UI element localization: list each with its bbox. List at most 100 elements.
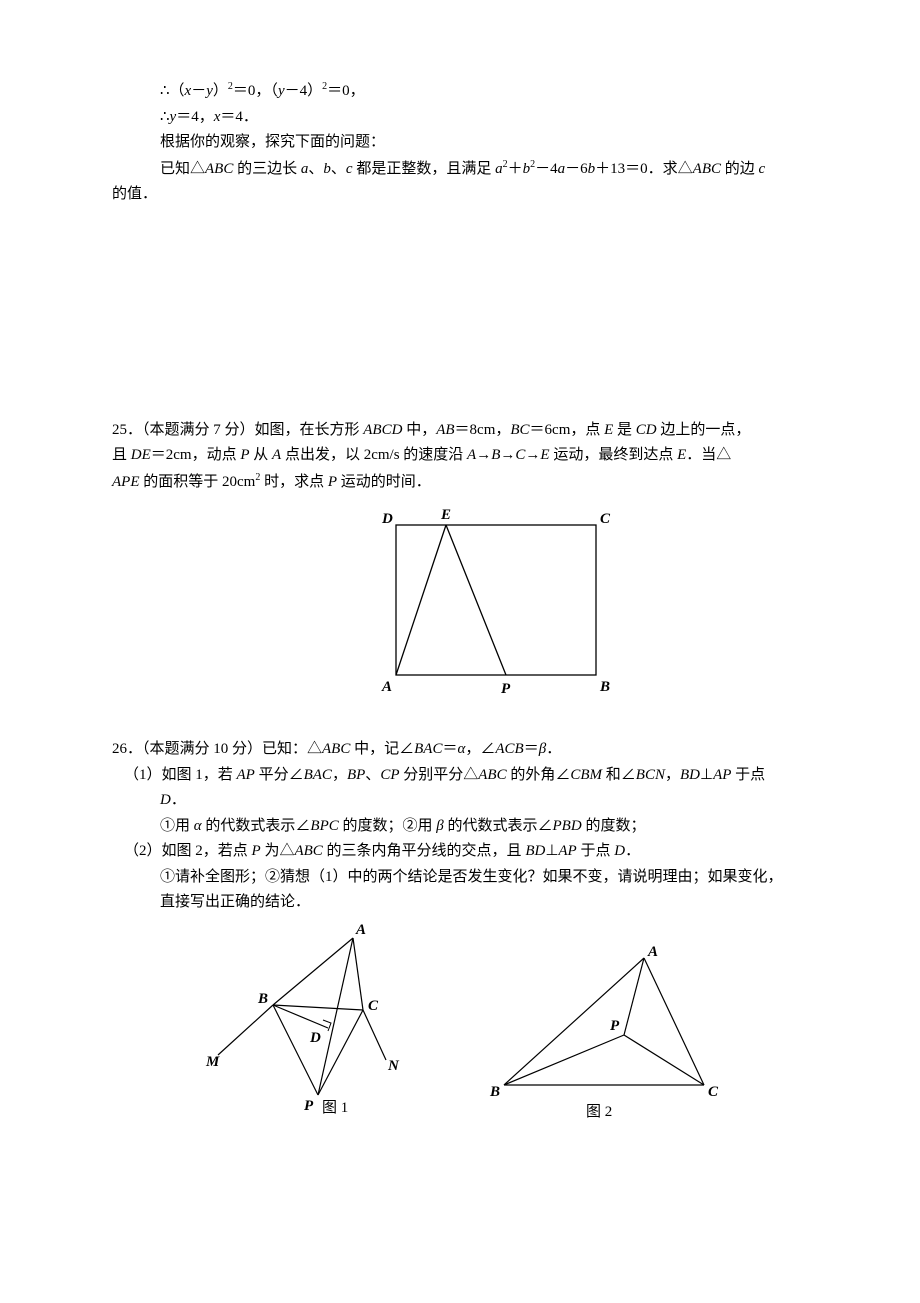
t: P	[252, 843, 261, 859]
lbl-A1: A	[355, 922, 366, 938]
t: ABCD	[363, 422, 402, 438]
t: 和∠	[602, 767, 636, 783]
t: －4	[535, 161, 558, 177]
t: B	[491, 447, 500, 463]
t: E	[677, 447, 686, 463]
spacer	[112, 719, 820, 737]
q26-p1: （1）如图 1，若 AP 平分∠BAC，BP、CP 分别平分△ABC 的外角∠C…	[112, 763, 820, 789]
t: ＝4，	[176, 109, 214, 125]
t: a	[558, 161, 566, 177]
spacer	[112, 208, 820, 418]
q26-fig1-svg: A B C D M N P 图 1	[198, 920, 438, 1120]
t: （2）如图 2，若点	[124, 843, 252, 859]
t: BC	[510, 422, 529, 438]
t: ．	[625, 843, 640, 859]
q26-fig2-svg: A B C P 图 2	[474, 940, 734, 1120]
t: CP	[380, 767, 399, 783]
question-25: 25．（本题满分 7 分）如图，在长方形 ABCD 中，AB＝8cm，BC＝6c…	[112, 418, 820, 702]
q26-line1: 26．（本题满分 10 分）已知：△ABC 中，记∠BAC＝α，∠ACB＝β．	[112, 737, 820, 763]
t: DE	[131, 447, 151, 463]
t: 的三条内角平分线的交点，且	[323, 843, 526, 859]
t: ＝	[442, 741, 457, 757]
t: －	[191, 83, 206, 99]
t: y	[206, 83, 213, 99]
lbl-B2: B	[489, 1084, 500, 1100]
t: ABC	[478, 767, 506, 783]
t: 、	[308, 161, 323, 177]
t: AP	[558, 843, 576, 859]
cap1: 图 1	[322, 1099, 348, 1116]
t: BD	[525, 843, 545, 859]
t: ＝2cm，动点	[151, 447, 241, 463]
t: BP	[347, 767, 365, 783]
t: 从	[250, 447, 273, 463]
t: －6	[565, 161, 588, 177]
lbl-C1: C	[368, 998, 379, 1014]
t: 、	[365, 767, 380, 783]
question-26: 26．（本题满分 10 分）已知：△ABC 中，记∠BAC＝α，∠ACB＝β． …	[112, 737, 820, 1120]
lbl-B: B	[599, 679, 610, 695]
lbl-A: A	[381, 679, 392, 695]
t: D	[160, 792, 171, 808]
intro-line4: 已知△ABC 的三边长 a、b、c 都是正整数，且满足 a2＋b2－4a－6b＋…	[112, 156, 820, 183]
t: →	[476, 447, 491, 463]
t: 25．（本题满分 7 分）如图，在长方形	[112, 422, 363, 438]
t: ＝6cm，点	[530, 422, 605, 438]
lbl-M1: M	[205, 1054, 220, 1070]
t: b	[523, 161, 531, 177]
q26-p2: （2）如图 2，若点 P 为△ABC 的三条内角平分线的交点，且 BD⊥AP 于…	[112, 839, 820, 865]
t: ．	[546, 741, 561, 757]
t: ⊥	[700, 767, 713, 783]
lbl-D1: D	[309, 1030, 321, 1046]
t: BD	[680, 767, 700, 783]
t: 的度数；	[582, 818, 646, 834]
t: 的外角∠	[507, 767, 571, 783]
t: 的代数式表示∠	[202, 818, 311, 834]
q26-p1b: D．	[112, 788, 820, 814]
t: 都是正整数，且满足	[353, 161, 496, 177]
t: A	[272, 447, 281, 463]
t: A	[467, 447, 476, 463]
t: 是	[613, 422, 636, 438]
t: ．当△	[686, 447, 731, 463]
t: BAC	[304, 767, 332, 783]
t: BAC	[414, 741, 442, 757]
t: （1）如图 1，若	[124, 767, 237, 783]
cap2: 图 2	[586, 1103, 612, 1120]
t: ＋13＝0．求△	[595, 161, 693, 177]
t: CD	[636, 422, 657, 438]
t: C	[515, 447, 525, 463]
t: y	[278, 83, 285, 99]
t: ABC	[322, 741, 350, 757]
intro-line1: ∴（x－y）2＝0，（y－4）2＝0，	[112, 78, 820, 105]
t: ∴（	[160, 83, 185, 99]
q25-line3: APE 的面积等于 20cm2 时，求点 P 运动的时间．	[112, 469, 820, 496]
q26-figures: A B C D M N P 图 1 A B C P	[112, 920, 820, 1120]
t: 运动，最终到达点	[550, 447, 678, 463]
t: AP	[237, 767, 255, 783]
t: 平分∠	[255, 767, 304, 783]
t: 的边	[721, 161, 759, 177]
t: 于点	[731, 767, 765, 783]
t: 已知△	[160, 161, 205, 177]
t: 的三边长	[233, 161, 301, 177]
intro-line5: 的值．	[112, 182, 820, 208]
t: ＝0，	[327, 83, 365, 99]
q25-line1: 25．（本题满分 7 分）如图，在长方形 ABCD 中，AB＝8cm，BC＝6c…	[112, 418, 820, 444]
t: APE	[112, 474, 140, 490]
lbl-C2: C	[708, 1084, 719, 1100]
t: P	[328, 474, 337, 490]
t: P	[240, 447, 249, 463]
t: BPC	[310, 818, 338, 834]
t: AB	[436, 422, 454, 438]
lbl-E: E	[440, 507, 451, 523]
t: 且	[112, 447, 131, 463]
t: ∴	[160, 109, 170, 125]
q25-figure: D E C A P B	[142, 501, 850, 701]
t: ，∠	[465, 741, 495, 757]
t: 边上的一点，	[657, 422, 751, 438]
t: 、	[331, 161, 346, 177]
t: 时，求点	[260, 474, 328, 490]
t: 的面积等于 20cm	[140, 474, 256, 490]
q25-svg: D E C A P B	[366, 501, 626, 701]
